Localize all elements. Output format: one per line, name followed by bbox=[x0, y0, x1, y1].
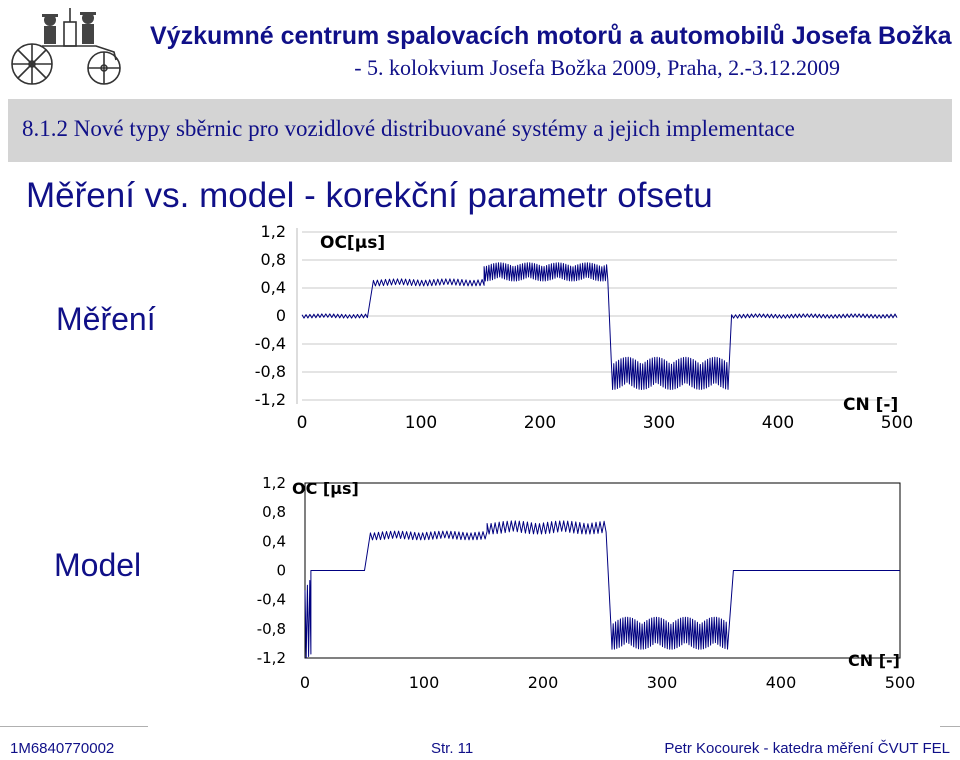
footer-left: 1M6840770002 bbox=[10, 740, 115, 757]
model-chart: 1,2 0,8 0,4 0 -0,4 -0,8 -1,2 0 100 200 300 400 500 OC… bbox=[257, 474, 916, 692]
y-tick-label: 0,4 bbox=[261, 278, 286, 297]
x-axis-label: CN [-] bbox=[848, 651, 900, 670]
series-label: OC[µs] bbox=[320, 233, 385, 253]
measurement-chart: 1,2 0,8 0,4 0 -0,4 -0,8 -1,2 0 100 200 300 400 500 OC… bbox=[255, 222, 913, 433]
y-tick-label: -0,4 bbox=[257, 591, 286, 609]
footer-page: Str. 11 bbox=[431, 740, 474, 757]
y-tick-label: 0,8 bbox=[262, 503, 286, 521]
x-tick-label: 0 bbox=[297, 413, 308, 433]
y-tick-label: -0,4 bbox=[255, 334, 286, 353]
x-tick-label: 0 bbox=[300, 673, 310, 692]
y-tick-label: -1,2 bbox=[255, 390, 286, 409]
footer-divider-right bbox=[940, 726, 960, 727]
slide-title: Měření vs. model - korekční parametr ofs… bbox=[26, 176, 713, 215]
x-tick-label: 400 bbox=[766, 673, 797, 692]
x-axis-label: CN [-] bbox=[843, 395, 898, 415]
header-title: Výzkumné centrum spalovacích motorů a au… bbox=[150, 22, 952, 50]
y-tick-label: 1,2 bbox=[262, 474, 286, 492]
footer-right: Petr Kocourek - katedra měření ČVUT FEL bbox=[664, 740, 950, 757]
y-tick-label: 1,2 bbox=[261, 222, 286, 241]
y-tick-label: 0 bbox=[276, 306, 286, 325]
x-tick-label: 400 bbox=[762, 413, 794, 433]
measurement-label: Měření bbox=[56, 301, 156, 337]
section-bar bbox=[8, 99, 952, 162]
x-tick-label: 200 bbox=[528, 673, 559, 692]
y-tick-label: 0,8 bbox=[261, 250, 286, 269]
y-tick-label: 0 bbox=[276, 562, 286, 580]
y-tick-label: -1,2 bbox=[257, 649, 286, 667]
model-label: Model bbox=[54, 547, 142, 583]
y-tick-label: -0,8 bbox=[257, 620, 286, 638]
series-label: OC [µs] bbox=[292, 479, 359, 498]
x-tick-label: 300 bbox=[647, 673, 678, 692]
x-tick-label: 300 bbox=[643, 413, 675, 433]
footer-divider-left bbox=[0, 726, 148, 727]
steam-car-logo-icon bbox=[4, 2, 144, 92]
x-tick-label: 100 bbox=[405, 413, 437, 433]
x-tick-label: 100 bbox=[409, 673, 440, 692]
section-bar-text: 8.1.2 Nové typy sběrnic pro vozidlové di… bbox=[22, 116, 795, 141]
x-tick-label: 200 bbox=[524, 413, 556, 433]
y-tick-label: -0,8 bbox=[255, 362, 286, 381]
oc-series-line bbox=[304, 520, 900, 659]
header-subtitle: - 5. kolokvium Josefa Božka 2009, Praha,… bbox=[354, 55, 840, 80]
x-tick-label: 500 bbox=[885, 673, 916, 692]
oc-series-line bbox=[301, 262, 898, 390]
x-tick-label: 500 bbox=[881, 413, 913, 433]
y-tick-label: 0,4 bbox=[262, 532, 286, 550]
